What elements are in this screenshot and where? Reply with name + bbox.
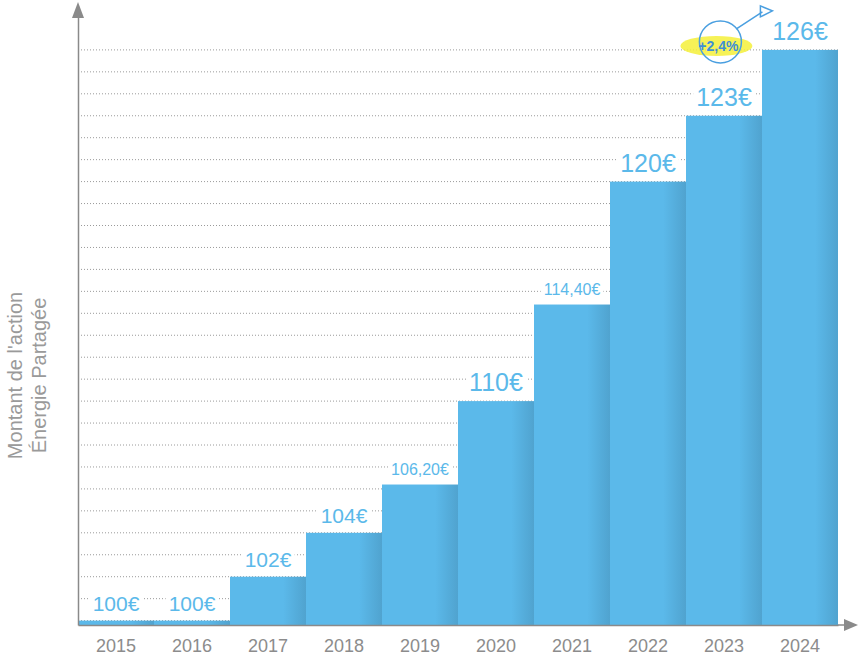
x-tick: 2023	[704, 625, 744, 656]
annotation-arrowhead	[760, 6, 772, 17]
x-tick-label: 2021	[552, 636, 592, 656]
x-tick: 2016	[172, 625, 212, 656]
x-tick-label: 2022	[628, 636, 668, 656]
data-labels: 100€ 100€ 102€ 104€ 106,20€ 110€ 114,40€ 120€ 12…	[90, 16, 831, 616]
data-label: 102€	[245, 548, 292, 571]
data-label: 126€	[772, 17, 828, 45]
x-tick-label: 2019	[400, 636, 440, 656]
y-axis-title-line: Énergie Partagée	[28, 298, 50, 454]
bar	[78, 621, 154, 625]
bar	[154, 621, 230, 625]
bar	[458, 401, 534, 625]
data-label: 120€	[620, 149, 676, 177]
data-label-bg	[318, 503, 371, 528]
chart: 2015 2016 2017 2018 2019 2020 2021 2022 2023 2024…	[0, 0, 860, 671]
x-tick: 2022	[628, 625, 668, 656]
y-axis	[78, 7, 80, 626]
data-label-bg	[617, 148, 679, 178]
x-tick-label: 2020	[476, 636, 516, 656]
x-tick-label: 2016	[172, 636, 212, 656]
y-axis-title-line: Montant de l'action	[4, 292, 26, 459]
data-label-bg	[693, 82, 755, 112]
data-label-bg	[769, 16, 831, 46]
bar	[534, 305, 610, 625]
x-tick-label: 2017	[248, 636, 288, 656]
bar	[686, 116, 762, 625]
axis-arrows	[72, 2, 858, 631]
data-label: 104€	[321, 504, 368, 527]
x-tick: 2020	[476, 625, 516, 656]
grid-line	[78, 71, 838, 72]
bar	[762, 50, 838, 625]
x-tick: 2015	[96, 625, 136, 656]
data-label-bg	[90, 591, 143, 616]
data-label: 106,20€	[391, 461, 449, 478]
data-label: 110€	[469, 368, 523, 396]
data-label-bg	[388, 460, 452, 479]
x-tick-label: 2018	[324, 636, 364, 656]
data-label: 100€	[93, 592, 140, 615]
data-label-bg	[541, 280, 604, 299]
annotation: +2,4%	[680, 6, 772, 63]
y-axis-line	[78, 7, 80, 626]
data-label-bg	[166, 591, 219, 616]
bars	[78, 50, 838, 625]
data-label-bg	[242, 547, 295, 572]
x-axis: 2015 2016 2017 2018 2019 2020 2021 2022 2023 2024	[79, 625, 839, 656]
data-label: 114,40€	[544, 281, 601, 298]
x-tick: 2024	[780, 625, 820, 656]
bar	[382, 485, 458, 625]
x-arrow	[844, 619, 858, 631]
x-tick-label: 2023	[704, 636, 744, 656]
x-tick-label: 2015	[96, 636, 136, 656]
annotation-arrow	[736, 12, 762, 29]
x-tick: 2021	[552, 625, 592, 656]
bar	[610, 182, 686, 625]
x-tick: 2018	[324, 625, 364, 656]
data-label: 100€	[169, 592, 216, 615]
x-tick-label: 2024	[780, 636, 820, 656]
bar	[230, 577, 306, 625]
x-tick: 2017	[248, 625, 288, 656]
data-label: 123€	[696, 83, 752, 111]
data-label-bg	[466, 367, 526, 397]
annotation-text: +2,4%	[698, 38, 739, 54]
y-axis-title: Montant de l'actionÉnergie Partagée	[4, 292, 50, 459]
y-arrow	[72, 2, 84, 18]
x-axis-line	[79, 625, 839, 627]
x-tick: 2019	[400, 625, 440, 656]
bar	[306, 533, 382, 625]
